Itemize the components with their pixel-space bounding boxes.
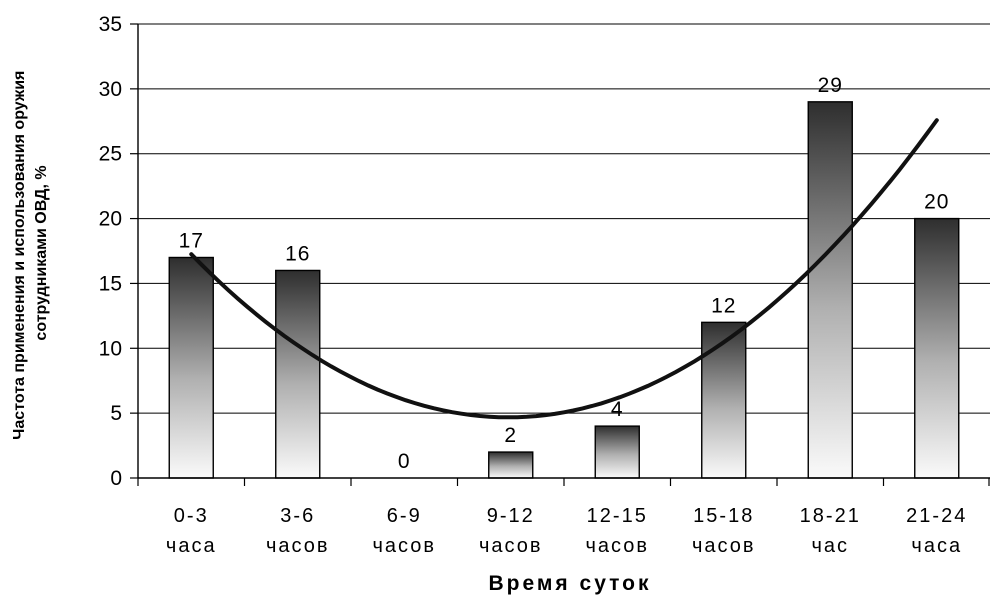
x-axis-title: Время суток <box>489 572 652 595</box>
x-category-label: 12-15 <box>587 505 648 527</box>
x-category-label: часов <box>266 535 330 557</box>
y-tick-label: 10 <box>99 337 122 360</box>
data-label: 29 <box>818 74 843 97</box>
y-axis-title: Частота применения и использования оружи… <box>11 66 50 440</box>
y-tick-label: 5 <box>110 402 122 425</box>
bar <box>914 217 960 479</box>
x-category-label: 3-6 <box>280 505 315 527</box>
x-category-label: 0-3 <box>174 505 209 527</box>
x-category-label: часов <box>692 535 756 557</box>
data-label: 2 <box>504 424 517 447</box>
bar <box>594 425 640 479</box>
x-category-label: 15-18 <box>693 505 754 527</box>
y-tick-label: 25 <box>99 143 122 166</box>
x-category-label: часов <box>372 535 436 557</box>
data-label: 0 <box>398 450 411 473</box>
x-category-label: 6-9 <box>387 505 422 527</box>
y-tick-label: 15 <box>99 272 122 295</box>
data-label: 20 <box>924 191 949 214</box>
y-axis-title-line-1: Частота применения и использования оружи… <box>11 71 28 440</box>
data-label: 16 <box>285 242 310 265</box>
y-tick-label: 30 <box>99 78 122 101</box>
data-label: 17 <box>179 229 204 252</box>
bar <box>807 101 853 479</box>
x-category-label: 21-24 <box>906 505 967 527</box>
y-tick-label: 0 <box>110 467 122 490</box>
x-category-label: часов <box>479 535 543 557</box>
y-tick-label: 20 <box>99 208 122 231</box>
trendline <box>189 118 939 420</box>
bar <box>701 321 747 479</box>
bar <box>488 451 534 479</box>
trendline-curve <box>189 118 939 420</box>
bars <box>168 101 960 479</box>
labels: 0 5 10 15 20 25 30 35 17 0-3 часа 16 3-6 часов 0 6-9 час… <box>99 13 967 557</box>
axes <box>130 23 990 486</box>
x-category-label: 9-12 <box>487 505 535 527</box>
data-label: 4 <box>611 398 624 421</box>
bar <box>168 256 214 479</box>
x-category-label: 18-21 <box>800 505 861 527</box>
gridlines <box>138 23 990 414</box>
x-category-label: час <box>811 535 849 557</box>
data-label: 12 <box>711 294 736 317</box>
y-tick-label: 35 <box>99 13 122 36</box>
x-category-label: часов <box>585 535 649 557</box>
x-category-label: часа <box>166 535 217 557</box>
bar <box>275 269 321 479</box>
x-category-label: часа <box>911 535 962 557</box>
y-axis-title-line-2: сотрудниками ОВД, % <box>33 165 50 340</box>
